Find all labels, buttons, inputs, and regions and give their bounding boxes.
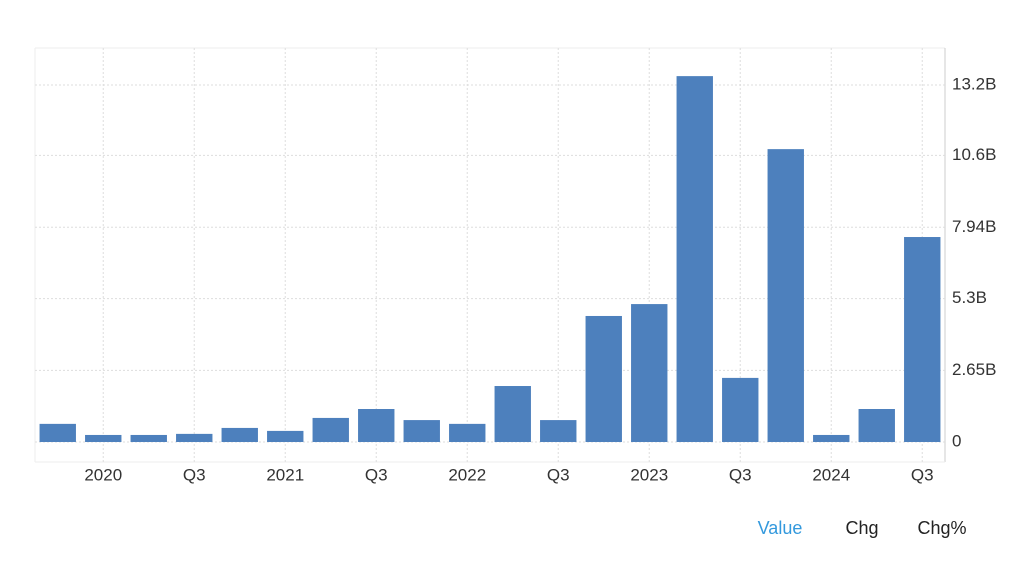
bar (676, 76, 713, 442)
bar (767, 149, 804, 442)
bar (722, 377, 759, 442)
tab-button[interactable]: Value (758, 518, 803, 538)
bar (858, 408, 895, 442)
x-tick-label: Q3 (183, 465, 206, 484)
bar (585, 315, 622, 442)
bar (494, 386, 531, 442)
bar (221, 427, 258, 442)
bar (403, 420, 440, 442)
x-tick-label: 2021 (266, 465, 304, 484)
bar (449, 423, 486, 442)
x-tick-label: 2023 (630, 465, 668, 484)
bar (631, 304, 668, 442)
y-tick-label: 13.2B (952, 75, 996, 94)
bar (358, 408, 395, 442)
y-tick-label: 10.6B (952, 145, 996, 164)
bar (130, 434, 167, 442)
bar (85, 434, 122, 442)
x-tick-label: Q3 (547, 465, 570, 484)
x-tick-label: 2024 (812, 465, 850, 484)
x-tick-label: Q3 (911, 465, 934, 484)
bar (39, 423, 76, 442)
y-tick-label: 7.94B (952, 217, 996, 236)
y-tick-label: 2.65B (952, 360, 996, 379)
y-tick-label: 5.3B (952, 288, 987, 307)
x-tick-label: Q3 (365, 465, 388, 484)
y-tick-label: 0 (952, 431, 961, 450)
bar (813, 434, 850, 442)
tab-button[interactable]: Chg (845, 518, 878, 538)
x-tick-label: 2020 (84, 465, 122, 484)
x-tick-label: 2022 (448, 465, 486, 484)
bar (540, 420, 577, 442)
bar (312, 417, 349, 442)
bar (904, 237, 941, 442)
x-tick-label: Q3 (729, 465, 752, 484)
bar (176, 433, 213, 442)
tab-button[interactable]: Chg% (917, 518, 966, 538)
bar (267, 430, 304, 442)
